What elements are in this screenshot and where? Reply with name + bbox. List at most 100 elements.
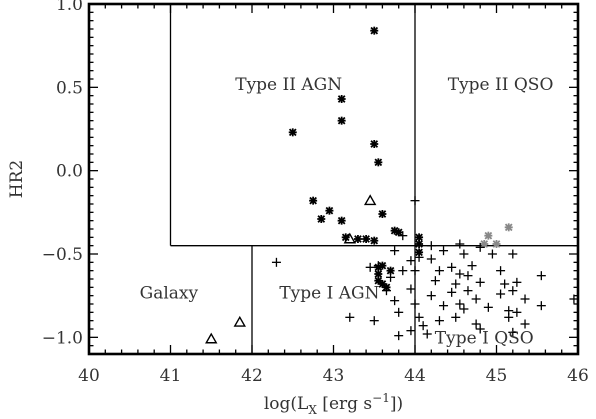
data-points <box>205 26 579 344</box>
plus-point <box>365 262 375 272</box>
plus-point <box>471 294 481 304</box>
plus-point <box>475 242 485 252</box>
plus-point <box>471 319 481 329</box>
region-label: Type I AGN <box>279 283 379 303</box>
plus-point <box>398 231 408 241</box>
asterisk-point <box>415 240 424 248</box>
plus-point <box>447 262 457 272</box>
x-axis-label-superscript: −1 <box>372 391 390 405</box>
plus-point <box>414 252 424 262</box>
x-tick-label: 44 <box>404 366 426 386</box>
plot-frame <box>87 2 580 356</box>
plus-point <box>508 327 518 337</box>
plus-point <box>475 277 485 287</box>
asterisk-point <box>484 231 493 240</box>
triangle-point <box>233 315 246 327</box>
x-axis-label-unit: [erg s <box>317 394 372 414</box>
triangle-point <box>343 232 357 244</box>
y-tick-label: −1.0 <box>42 328 83 348</box>
x-tick-label: 42 <box>241 366 263 386</box>
plus-point <box>463 286 473 296</box>
plus-point <box>410 196 420 206</box>
plus-point <box>512 277 522 287</box>
asterisk-point <box>362 235 371 243</box>
plus-point <box>487 249 497 259</box>
plus-point <box>496 289 506 299</box>
x-axis-label-close: ]) <box>390 394 403 414</box>
asterisk-point <box>480 240 489 248</box>
x-tick-label: 43 <box>323 366 345 386</box>
asterisk-point <box>353 235 362 243</box>
plus-point <box>426 291 436 301</box>
region-label: Type I QSO <box>435 328 534 348</box>
plus-point <box>536 271 546 281</box>
region-labels: Type II AGN Type II QSO Galaxy Type I AGN Ty… <box>140 75 554 348</box>
y-tick-label: 0.5 <box>56 78 83 98</box>
plus-point <box>414 312 424 322</box>
plus-point <box>381 286 391 296</box>
asterisk-point <box>370 236 379 245</box>
x-tick-label: 46 <box>567 366 589 386</box>
plus-point <box>439 301 449 311</box>
y-axis-label: HR2 <box>7 160 27 198</box>
plus-point <box>410 266 420 276</box>
y-tick-label: 1.0 <box>56 0 83 15</box>
plus-point <box>345 312 355 322</box>
plus-point <box>504 312 514 322</box>
plus-point <box>373 261 383 271</box>
plus-point <box>394 307 404 317</box>
asterisk-point <box>378 210 387 218</box>
plus-point <box>386 272 396 282</box>
plus-point <box>390 296 400 306</box>
plus-point <box>422 329 432 339</box>
plus-point <box>520 294 530 304</box>
plus-point <box>406 326 416 336</box>
asterisk-point <box>374 158 383 167</box>
plus-point <box>434 266 444 276</box>
plus-point <box>271 257 281 267</box>
region-label: Type II QSO <box>448 75 554 95</box>
asterisk-point <box>288 128 297 137</box>
asterisk-point <box>317 215 326 223</box>
plus-point <box>459 249 469 259</box>
plus-point <box>508 249 518 259</box>
asterisk-point <box>370 26 379 35</box>
asterisk-point <box>337 116 346 125</box>
triangle-point <box>363 194 377 206</box>
asterisk-point <box>325 206 334 215</box>
plus-point <box>410 299 420 309</box>
plus-point <box>520 319 530 329</box>
plus-point <box>496 266 506 276</box>
plus-point <box>483 302 493 312</box>
x-axis-label-subscript: X <box>308 403 317 417</box>
x-tick-label: 40 <box>78 366 100 386</box>
plus-point <box>439 246 449 256</box>
asterisk-point <box>337 95 346 103</box>
plus-point <box>455 299 465 309</box>
y-tick-label: −0.5 <box>42 245 83 265</box>
plus-point <box>500 279 510 289</box>
asterisk-point <box>370 140 379 148</box>
asterisk-point <box>341 233 350 242</box>
x-axis-label: log(LX [erg s−1]) <box>264 391 403 417</box>
plus-point <box>451 312 461 322</box>
plus-point <box>426 241 436 251</box>
triangle-point <box>205 332 218 344</box>
asterisk-point <box>309 196 318 205</box>
plus-point <box>418 321 428 331</box>
asterisk-point <box>504 223 513 232</box>
plus-point <box>455 269 465 279</box>
plus-point <box>406 284 416 294</box>
plus-point <box>390 246 400 256</box>
asterisk-point <box>394 228 403 237</box>
plus-point <box>459 304 469 314</box>
region-label: Type II AGN <box>235 75 342 95</box>
region-boundaries <box>169 4 578 354</box>
plus-point <box>451 279 461 289</box>
plus-point <box>512 307 522 317</box>
plus-point <box>394 331 404 341</box>
y-tick-label: 0.0 <box>56 162 83 182</box>
plus-point <box>398 266 408 276</box>
plus-point <box>434 316 444 326</box>
